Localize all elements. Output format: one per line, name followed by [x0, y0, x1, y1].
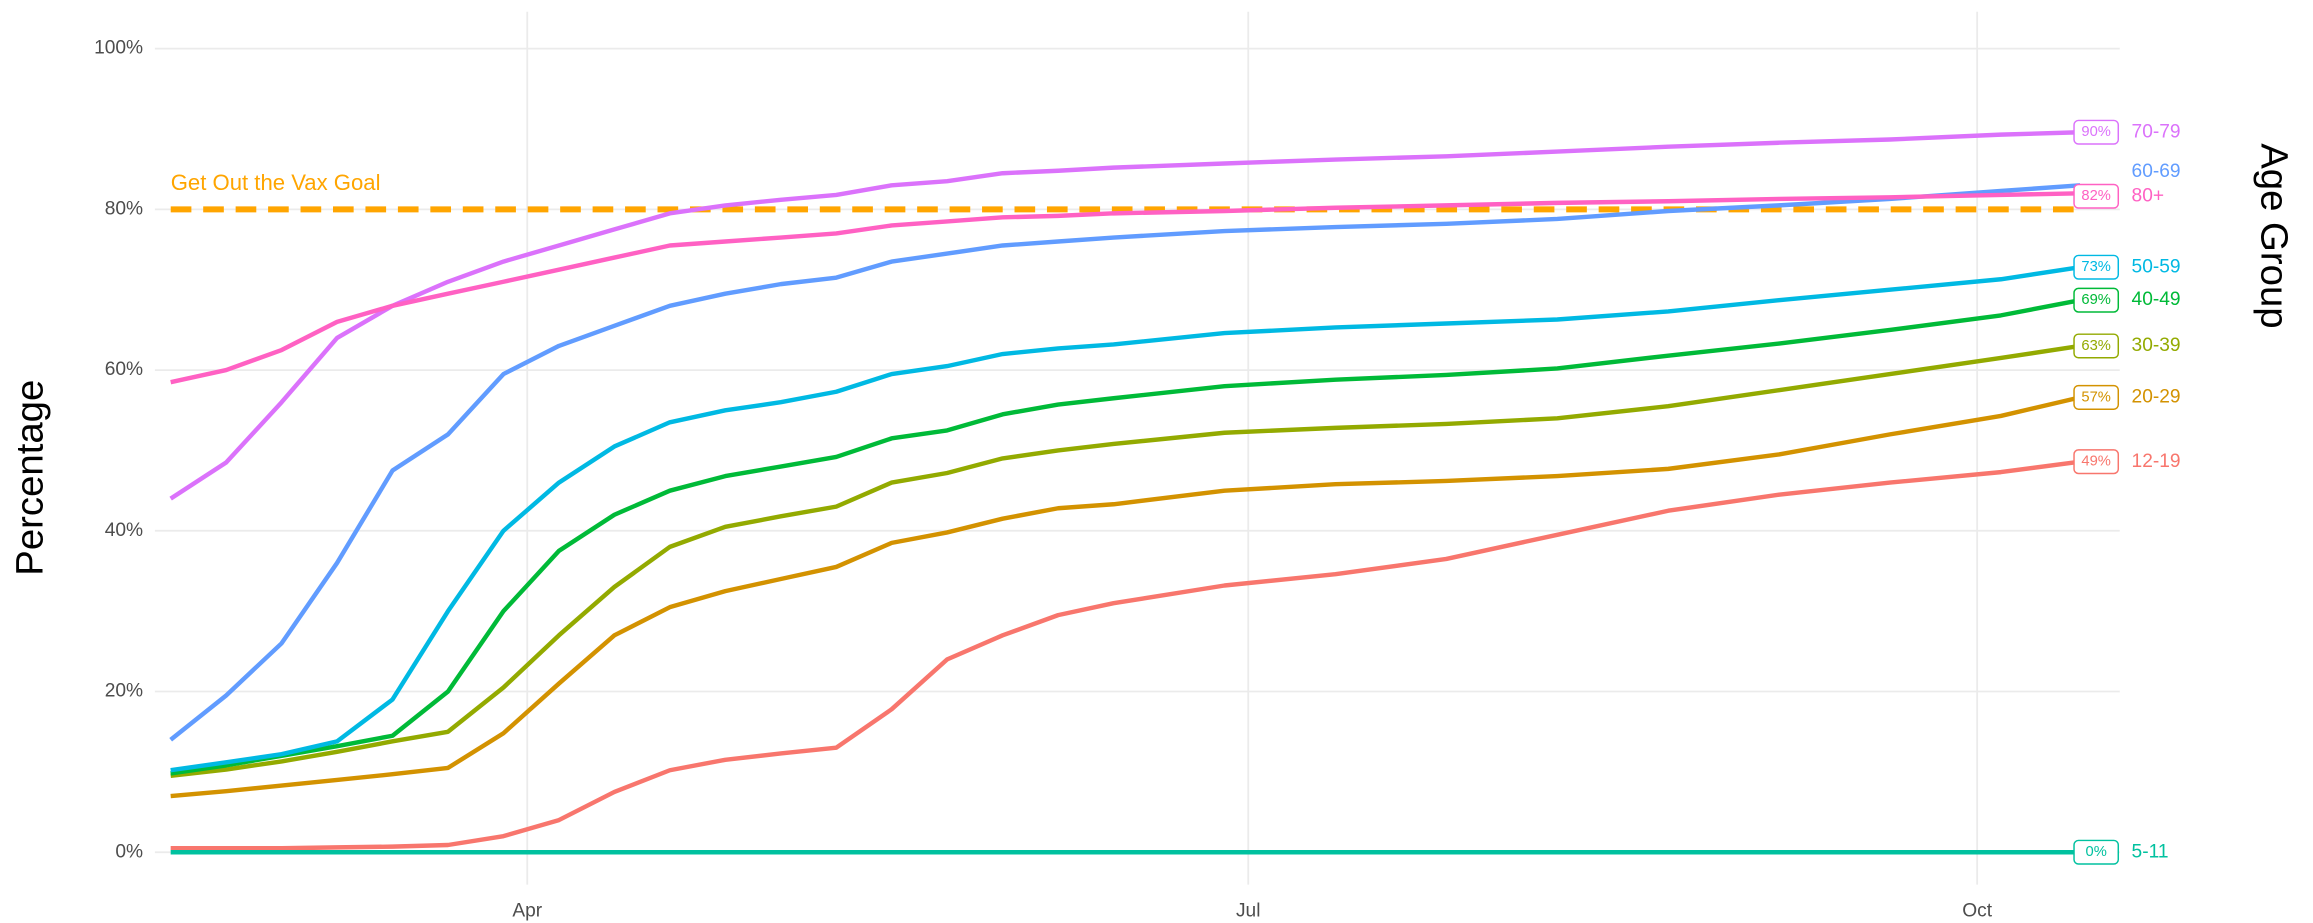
value-label: 82% [2081, 188, 2111, 204]
series-line [170, 298, 2081, 776]
value-label: 63% [2081, 338, 2111, 354]
legend-label: 70-79 [2132, 121, 2181, 142]
legend-label: 60-69 [2132, 161, 2181, 182]
value-label: 49% [2081, 454, 2111, 470]
legend-label: 30-39 [2132, 335, 2181, 356]
value-label-box [2073, 183, 2120, 209]
value-label: 73% [2081, 259, 2111, 275]
value-label-box [2073, 384, 2120, 410]
value-label-box [2073, 333, 2120, 359]
x-tick-label: Apr [512, 900, 542, 921]
value-label: 57% [2081, 389, 2111, 405]
value-label: 69% [2081, 292, 2111, 308]
legend-label: 50-59 [2132, 256, 2181, 277]
series-line [170, 395, 2081, 799]
series-line [169, 130, 2081, 501]
y-tick-label: 60% [105, 359, 143, 380]
value-label-box [2073, 287, 2120, 313]
y-tick-label: 0% [115, 841, 143, 862]
y-tick-label: 80% [105, 198, 143, 219]
legend-label: 20-29 [2132, 386, 2181, 407]
value-label: 0% [2086, 844, 2107, 860]
x-tick-label: Jul [1236, 900, 1261, 921]
y-tick-label: 20% [105, 681, 143, 702]
legend-title: Age Group [2253, 143, 2296, 328]
legend-label: 5-11 [2132, 841, 2169, 862]
legend-label: 80+ [2132, 185, 2165, 206]
series-line [170, 459, 2081, 851]
y-tick-label: 100% [94, 38, 143, 59]
series-line [170, 264, 2081, 773]
legend-label: 12-19 [2132, 451, 2181, 472]
series-line [169, 183, 2081, 742]
series-line [170, 191, 2081, 385]
y-tick-label: 40% [105, 520, 143, 541]
value-label-box [2073, 839, 2120, 865]
value-label-box [2073, 254, 2120, 280]
value-label-box [2073, 449, 2120, 475]
goal-label: Get Out the Vax Goal [171, 170, 381, 195]
y-axis-title: Percentage [9, 380, 52, 576]
value-label: 90% [2081, 124, 2111, 140]
legend-label: 40-49 [2132, 289, 2181, 310]
value-label-box [2073, 119, 2120, 145]
x-tick-label: Oct [1962, 900, 1992, 921]
series-line [170, 343, 2081, 779]
